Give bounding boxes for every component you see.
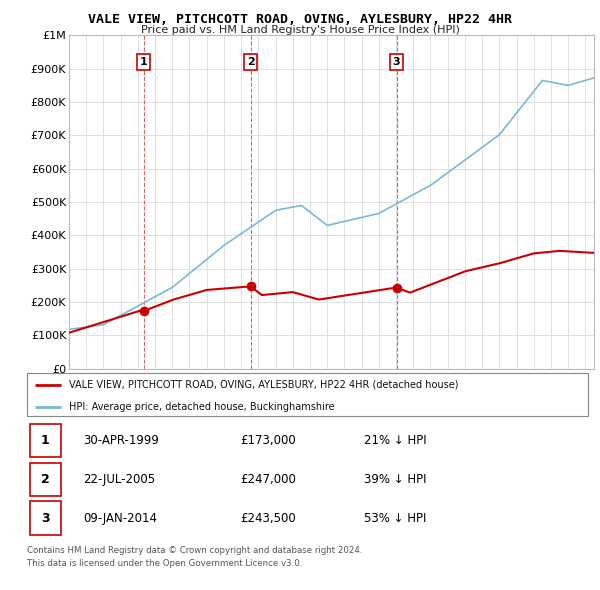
Text: 53% ↓ HPI: 53% ↓ HPI — [364, 512, 426, 525]
Text: 2: 2 — [247, 57, 254, 67]
FancyBboxPatch shape — [30, 463, 61, 496]
Text: This data is licensed under the Open Government Licence v3.0.: This data is licensed under the Open Gov… — [27, 559, 302, 568]
Text: £173,000: £173,000 — [240, 434, 296, 447]
Text: 3: 3 — [41, 512, 50, 525]
Text: £243,500: £243,500 — [240, 512, 296, 525]
FancyBboxPatch shape — [27, 373, 588, 416]
FancyBboxPatch shape — [30, 502, 61, 535]
Text: 2: 2 — [41, 473, 50, 486]
Text: 39% ↓ HPI: 39% ↓ HPI — [364, 473, 426, 486]
Text: 1: 1 — [140, 57, 148, 67]
Text: 09-JAN-2014: 09-JAN-2014 — [83, 512, 157, 525]
Text: Contains HM Land Registry data © Crown copyright and database right 2024.: Contains HM Land Registry data © Crown c… — [27, 546, 362, 555]
Text: 3: 3 — [393, 57, 400, 67]
Text: Price paid vs. HM Land Registry's House Price Index (HPI): Price paid vs. HM Land Registry's House … — [140, 25, 460, 35]
Text: 21% ↓ HPI: 21% ↓ HPI — [364, 434, 426, 447]
Text: 30-APR-1999: 30-APR-1999 — [83, 434, 159, 447]
Text: 1: 1 — [41, 434, 50, 447]
FancyBboxPatch shape — [30, 424, 61, 457]
Text: HPI: Average price, detached house, Buckinghamshire: HPI: Average price, detached house, Buck… — [69, 402, 335, 412]
Text: 22-JUL-2005: 22-JUL-2005 — [83, 473, 155, 486]
Text: VALE VIEW, PITCHCOTT ROAD, OVING, AYLESBURY, HP22 4HR (detached house): VALE VIEW, PITCHCOTT ROAD, OVING, AYLESB… — [69, 380, 458, 390]
Text: £247,000: £247,000 — [240, 473, 296, 486]
Text: VALE VIEW, PITCHCOTT ROAD, OVING, AYLESBURY, HP22 4HR: VALE VIEW, PITCHCOTT ROAD, OVING, AYLESB… — [88, 13, 512, 26]
